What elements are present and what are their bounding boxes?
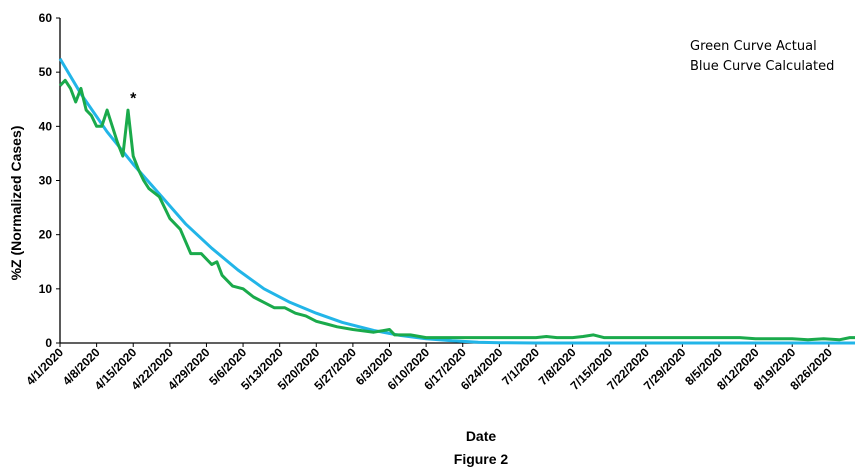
y-tick-label: 10 bbox=[39, 282, 53, 296]
x-tick-label: 4/1/2020 bbox=[23, 345, 66, 388]
legend-line-calculated: Blue Curve Calculated bbox=[690, 59, 834, 74]
x-ticks: 4/1/20204/8/20204/15/20204/22/20204/29/2… bbox=[23, 343, 835, 393]
x-tick-label: 7/1/2020 bbox=[499, 345, 542, 388]
asterisk-annotation: * bbox=[130, 90, 137, 107]
y-tick-label: 20 bbox=[39, 228, 53, 242]
x-axis-label: Date bbox=[466, 428, 497, 444]
figure-caption: Figure 2 bbox=[454, 451, 509, 467]
y-tick-label: 40 bbox=[39, 119, 53, 133]
series-lines bbox=[58, 57, 855, 345]
y-tick-label: 50 bbox=[39, 65, 53, 79]
y-tick-label: 30 bbox=[39, 174, 53, 188]
y-tick-label: 60 bbox=[39, 11, 53, 25]
legend-line-actual: Green Curve Actual bbox=[690, 39, 817, 54]
series-line-actual bbox=[58, 78, 855, 342]
y-tick-label: 0 bbox=[45, 336, 52, 350]
series-line-calculated bbox=[58, 57, 855, 345]
y-ticks: 0 10 20 30 40 50 60 bbox=[39, 11, 60, 350]
y-axis-label: %Z (Normalized Cases) bbox=[8, 126, 24, 281]
